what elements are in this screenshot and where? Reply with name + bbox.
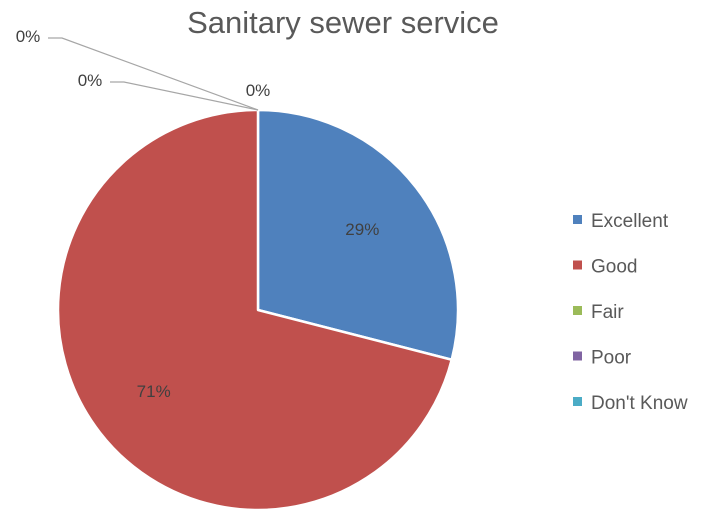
legend-label-don-t-know: Don't Know [591, 393, 688, 414]
data-label-fair: 0% [246, 81, 271, 100]
leader-line-don-t-know [48, 37, 259, 111]
legend-swatch-fair [573, 306, 582, 315]
legend-swatch-poor [573, 351, 582, 361]
legend-label-excellent: Excellent [591, 211, 669, 232]
data-label-don-t-know: 0% [16, 27, 41, 46]
legend-swatch-don-t-know [573, 397, 582, 406]
pie-slices [56, 108, 460, 512]
legend-label-poor: Poor [591, 348, 632, 369]
legend-swatch-excellent [573, 215, 582, 224]
leader-lines [48, 37, 259, 111]
pie-slice-excellent [256, 108, 460, 361]
leader-line-poor [110, 81, 259, 111]
data-labels: 29% 71% 0% 0% 0% [16, 27, 380, 401]
data-label-poor: 0% [78, 71, 103, 90]
legend-label-fair: Fair [591, 302, 624, 323]
legend: Excellent Good Fair Poor Don't Know [573, 211, 688, 414]
data-label-good: 71% [137, 382, 171, 401]
data-label-excellent: 29% [345, 220, 379, 239]
chart-title: Sanitary sewer service [187, 5, 499, 40]
legend-swatch-good [573, 260, 582, 270]
pie-slice-good [56, 108, 453, 512]
legend-label-good: Good [591, 257, 637, 278]
